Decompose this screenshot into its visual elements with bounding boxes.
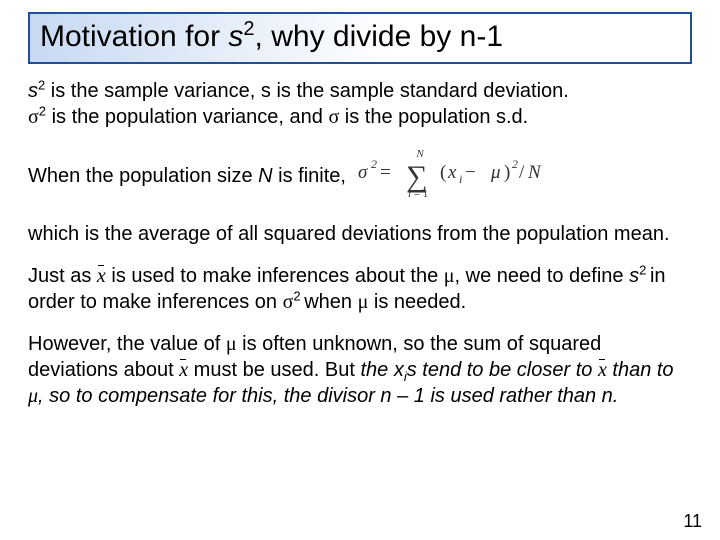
p2-N: N — [258, 165, 272, 187]
svg-text:N: N — [527, 162, 542, 183]
svg-text:x: x — [447, 162, 457, 183]
p1-sigma2: σ — [328, 106, 339, 128]
f-eq: = — [380, 162, 391, 183]
title-prefix: Motivation for — [40, 20, 228, 53]
p5-t1: However, the value of — [28, 333, 226, 355]
f-close-sup: 2 — [512, 157, 518, 171]
para-finite-population: When the population size N is finite, σ … — [28, 146, 692, 205]
title-suffix: , why divide by n-1 — [255, 20, 503, 53]
svg-text:σ: σ — [358, 162, 368, 183]
p4-sigma: σ — [283, 291, 294, 313]
f-lhs-sup: 2 — [371, 157, 377, 171]
f-sum-top: N — [415, 148, 424, 160]
f-minus: − — [465, 162, 476, 183]
slide-body: s2 is the sample variance, s is the samp… — [28, 78, 692, 409]
p1-sigma: σ — [28, 106, 39, 128]
svg-text:i = 1: i = 1 — [408, 188, 428, 198]
p5-ital1: the x — [360, 359, 403, 381]
p4-sigma-sup: 2 — [293, 288, 304, 303]
p5-ital2: s tend to be closer to — [407, 359, 598, 381]
p1-t8: is the population s.d. — [339, 106, 528, 128]
para-however: However, the value of μ is often unknown… — [28, 331, 692, 409]
para-inference: Just as x is used to make inferences abo… — [28, 263, 692, 315]
f-x: x — [447, 162, 457, 183]
p2-wrap: When the population size N is finite, — [28, 163, 346, 189]
xbar-icon: x — [598, 357, 607, 383]
svg-text:2: 2 — [371, 157, 377, 171]
p5-mu2: μ — [28, 385, 38, 407]
p4-t5: when — [304, 291, 357, 313]
svg-text:−: − — [465, 162, 476, 183]
p5-t3: must be used. But — [188, 359, 360, 381]
title-s: s — [228, 20, 243, 53]
p4-s-sup: 2 — [639, 262, 650, 277]
slide-title-box: Motivation for s2, why divide by n-1 — [28, 12, 692, 64]
p1-sigma-sup: 2 — [39, 103, 46, 118]
slide-title: Motivation for s2, why divide by n-1 — [40, 20, 680, 54]
f-mu: μ — [490, 162, 501, 183]
svg-text:i: i — [459, 172, 462, 186]
p2-t1: When the population size — [28, 165, 258, 187]
title-sup: 2 — [243, 18, 254, 40]
p2-t3: is finite, — [273, 165, 346, 187]
f-lhs-base: σ — [358, 162, 368, 183]
p4-t6: is needed. — [368, 291, 466, 313]
xbar-icon: x — [97, 263, 106, 289]
svg-text:μ: μ — [490, 162, 501, 183]
p4-mu2: μ — [358, 291, 369, 313]
f-xi: i — [459, 172, 462, 186]
para-definitions: s2 is the sample variance, s is the samp… — [28, 78, 692, 130]
p1-t3: is the sample variance, s is the sample … — [45, 80, 569, 102]
svg-text:=: = — [380, 162, 391, 183]
f-open: ( — [440, 162, 446, 183]
xbar-icon: x — [179, 357, 188, 383]
variance-formula: σ 2 = N ∑ i = 1 ( x i − μ ) 2 / N — [358, 146, 578, 205]
svg-text:N: N — [415, 148, 424, 160]
p5-ital3: than to — [607, 359, 674, 381]
p3-t1: which is the average of all squared devi… — [28, 223, 670, 245]
page-number: 11 — [683, 511, 702, 532]
p1-t6: is the population variance, and — [46, 106, 328, 128]
f-close: ) — [504, 162, 510, 183]
svg-text:2: 2 — [512, 157, 518, 171]
p4-mu1: μ — [444, 265, 455, 287]
svg-text:(: ( — [440, 162, 446, 183]
p4-s: s — [629, 265, 639, 287]
svg-text:/: / — [519, 162, 525, 183]
p5-ital4: , so to compensate for this, the divisor… — [38, 385, 618, 407]
f-sum-bot-eq: = 1 — [411, 188, 428, 198]
p5-mu1: μ — [226, 333, 237, 355]
p4-t2: is used to make inferences about the — [106, 265, 444, 287]
svg-text:): ) — [504, 162, 510, 183]
p4-t3: , we need to define — [455, 265, 630, 287]
para-average-explanation: which is the average of all squared devi… — [28, 221, 692, 247]
p1-s: s — [28, 80, 38, 102]
p4-t1: Just as — [28, 265, 97, 287]
